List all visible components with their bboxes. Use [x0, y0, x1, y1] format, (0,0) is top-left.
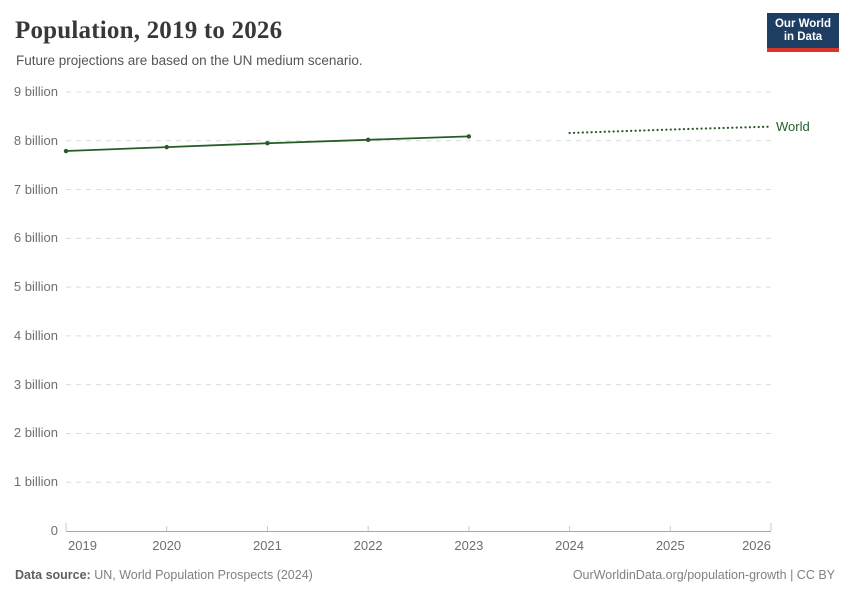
x-tick-label: 2026 — [742, 538, 771, 553]
chart-title: Population, 2019 to 2026 — [15, 17, 283, 44]
series-dotted — [568, 125, 773, 135]
data-point[interactable] — [466, 134, 472, 139]
chart-subtitle: Future projections are based on the UN m… — [16, 53, 363, 68]
data-point[interactable] — [265, 141, 270, 146]
data-source-note: Data source: UN, World Population Prospe… — [15, 568, 313, 582]
x-tick-label: 2021 — [252, 538, 282, 553]
y-tick-label: 9 billion — [13, 84, 58, 99]
data-source-text: UN, World Population Prospects (2024) — [90, 568, 313, 582]
owid-link[interactable]: OurWorldinData.org/population-growth | C… — [573, 568, 835, 582]
owid-logo-text-line2: in Data — [783, 30, 823, 43]
x-tick-label: 2023 — [454, 538, 484, 553]
data-source-label: Data source: — [15, 568, 91, 582]
y-tick-label: 2 billion — [13, 425, 58, 441]
data-point[interactable] — [365, 137, 371, 143]
owid-url-text[interactable]: OurWorldinData.org/population-growth | C… — [572, 568, 835, 582]
y-tick-label: 3 billion — [13, 376, 58, 392]
y-tick-label: 0 — [50, 523, 58, 538]
owid-logo-text-line1: Our World — [774, 17, 831, 30]
chart-footer: Data source: UN, World Population Prospe… — [15, 568, 835, 582]
x-tick-label: 2020 — [152, 538, 182, 553]
y-tick-label: 7 billion — [13, 181, 58, 197]
x-tick-label: 2019 — [68, 538, 97, 553]
x-tick-label: 2022 — [353, 538, 383, 553]
y-tick-label: 4 billion — [13, 327, 58, 343]
data-point[interactable] — [63, 148, 69, 154]
y-tick-label: 6 billion — [13, 230, 58, 246]
x-tick-label: 2025 — [655, 538, 685, 553]
y-tick-label: 5 billion — [13, 279, 58, 295]
data-point[interactable] — [164, 144, 169, 150]
series-label-world[interactable]: World — [776, 118, 810, 134]
y-tick-label: 8 billion — [13, 132, 58, 148]
y-tick-label: 1 billion — [13, 474, 58, 490]
owid-logo[interactable]: Our World in Data — [767, 13, 839, 52]
x-tick-label: 2024 — [555, 538, 585, 553]
